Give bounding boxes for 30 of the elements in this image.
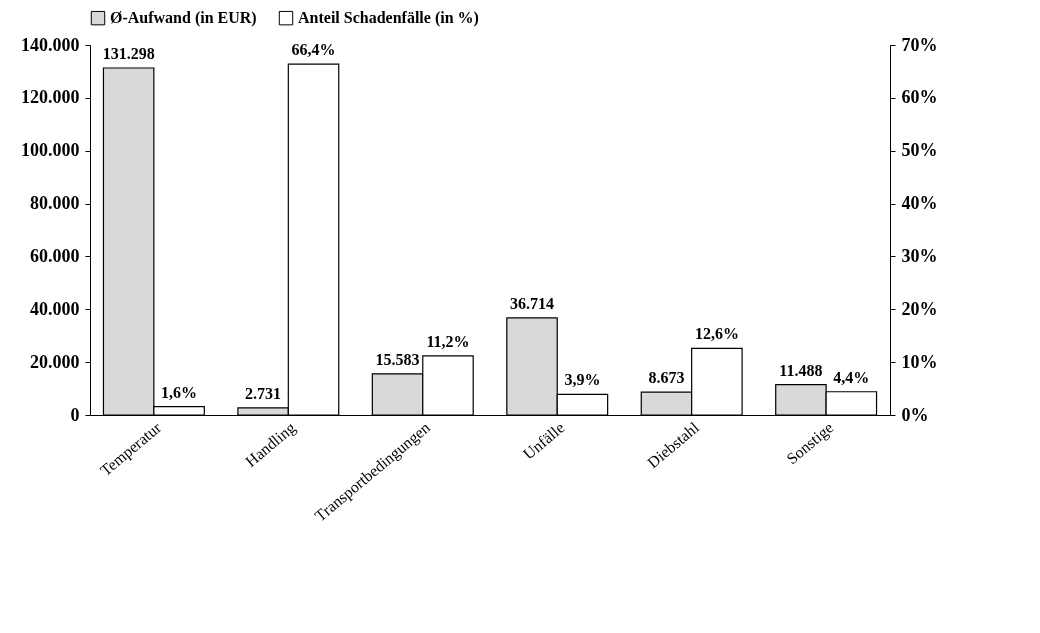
data-label: 1,6% xyxy=(161,383,198,401)
y-tick-label: 20.000 xyxy=(30,351,80,372)
data-label: 2.731 xyxy=(245,384,282,402)
y-tick-label: 0 xyxy=(70,404,80,425)
data-label: 8.673 xyxy=(648,369,685,387)
legend-label: Ø-Aufwand (in EUR) xyxy=(110,9,257,28)
y-tick-label: 40.000 xyxy=(30,298,80,319)
y2-tick-label: 20% xyxy=(901,298,938,319)
data-label: 36.714 xyxy=(510,294,555,312)
y2-tick-label: 30% xyxy=(901,245,938,266)
data-label: 15.583 xyxy=(375,350,420,368)
data-label: 4,4% xyxy=(833,368,870,386)
y2-tick-label: 10% xyxy=(901,351,938,372)
y-tick-label: 120.000 xyxy=(21,87,80,108)
data-label: 11.488 xyxy=(779,361,823,379)
data-label: 11,2% xyxy=(426,332,470,350)
data-label: 66,4% xyxy=(291,41,336,59)
y-tick-label: 100.000 xyxy=(21,140,80,161)
data-label: 3,9% xyxy=(564,371,601,389)
y2-tick-label: 0% xyxy=(901,404,929,425)
y-tick-label: 140.000 xyxy=(21,34,80,55)
data-label: 12,6% xyxy=(694,325,739,343)
y2-tick-label: 40% xyxy=(901,193,938,214)
y2-tick-label: 70% xyxy=(901,34,938,55)
y-tick-label: 80.000 xyxy=(30,193,80,214)
y2-tick-label: 50% xyxy=(901,140,938,161)
y2-tick-label: 60% xyxy=(901,87,938,108)
y-tick-label: 60.000 xyxy=(30,245,80,266)
data-label: 131.298 xyxy=(102,45,155,62)
legend-label: Anteil Schadenfälle (in %) xyxy=(298,9,479,28)
